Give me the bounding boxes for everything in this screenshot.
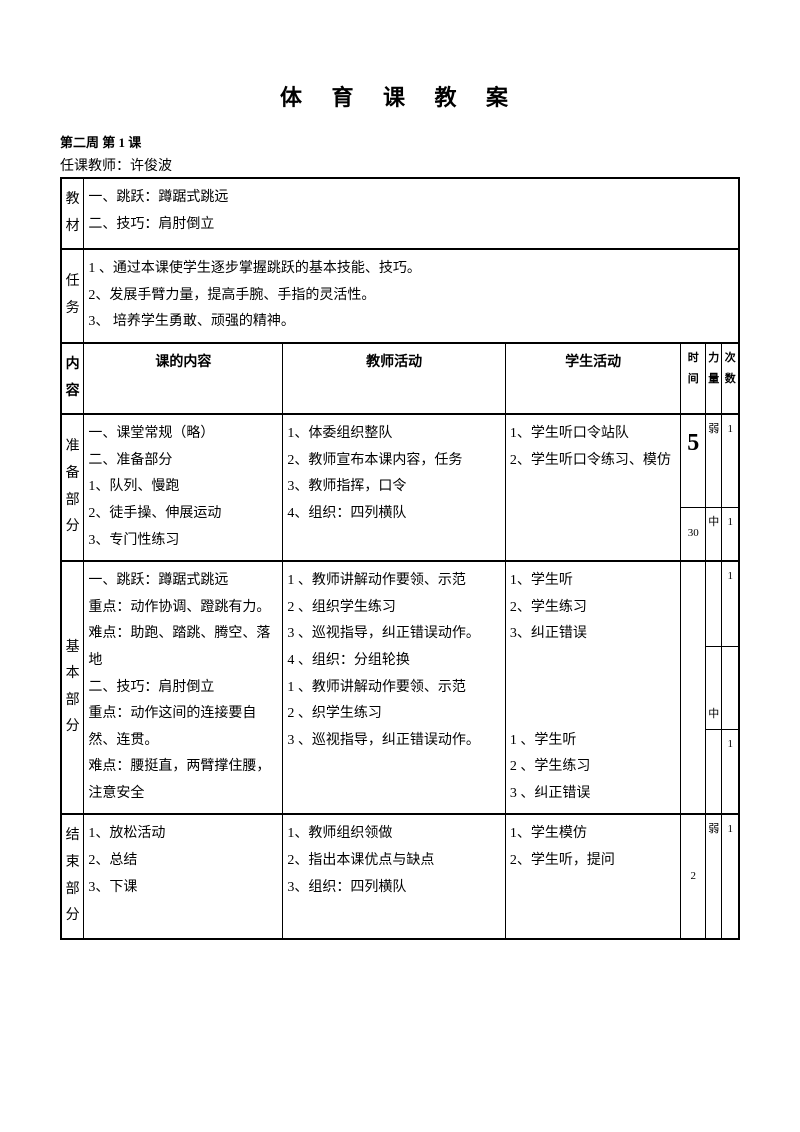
prep-strength: 弱: [706, 414, 722, 507]
material-content: 一、跳跃：蹲踞式跳远 二、技巧：肩肘倒立: [84, 178, 739, 249]
end-strength: 弱: [706, 814, 722, 938]
teacher-line: 任课教师：许俊波: [60, 155, 740, 175]
prep-label: 准备部分: [61, 414, 84, 561]
basic-student: 1、学生听 2、学生练习 3、纠正错误 1 、学生听 2 、学生练习 3 、纠正…: [505, 561, 681, 814]
material-label: 教材: [61, 178, 84, 249]
head-time: 时间: [681, 343, 706, 414]
prep-time2: 30: [681, 507, 706, 561]
prep-times2: 1: [722, 507, 739, 561]
head-times: 次数: [722, 343, 739, 414]
head-student: 学生活动: [505, 343, 681, 414]
end-time: 2: [681, 814, 706, 938]
end-label: 结束部分: [61, 814, 84, 938]
subtitle: 第二周 第 1 课: [60, 132, 740, 151]
task-label: 任务: [61, 249, 84, 343]
prep-time1: 5: [681, 414, 706, 507]
end-content: 1、放松活动 2、总结 3、下课: [84, 814, 283, 938]
prep-content: 一、课堂常规（略） 二、准备部分 1、队列、慢跑 2、徒手操、伸展运动 3、专门…: [84, 414, 283, 561]
prep-strength2: 中: [706, 507, 722, 561]
end-student: 1、学生模仿 2、学生听，提问: [505, 814, 681, 938]
head-content: 课的内容: [84, 343, 283, 414]
basic-label: 基本部分: [61, 561, 84, 814]
prep-student: 1、学生听口令站队 2、学生听口令练习、模仿: [505, 414, 681, 561]
basic-strength: 中: [706, 646, 722, 730]
head-inner: 内容: [61, 343, 84, 414]
basic-teacher: 1 、教师讲解动作要领、示范 2 、组织学生练习 3 、巡视指导，纠正错误动作。…: [283, 561, 505, 814]
end-teacher: 1、教师组织领做 2、指出本课优点与缺点 3、组织：四列横队: [283, 814, 505, 938]
basic-content: 一、跳跃：蹲踞式跳远 重点：动作协调、蹬跳有力。 难点：助跑、踏跳、腾空、落地 …: [84, 561, 283, 814]
end-times: 1: [722, 814, 739, 938]
head-teacher: 教师活动: [283, 343, 505, 414]
basic-times1: 1: [722, 561, 739, 646]
lesson-plan-table: 教材 一、跳跃：蹲踞式跳远 二、技巧：肩肘倒立 任务 1 、通过本课使学生逐步掌…: [60, 177, 740, 940]
task-content: 1 、通过本课使学生逐步掌握跳跃的基本技能、技巧。 2、发展手臂力量，提高手腕、…: [84, 249, 739, 343]
head-strength: 力量: [706, 343, 722, 414]
prep-teacher: 1、体委组织整队 2、教师宣布本课内容，任务 3、教师指挥，口令 4、组织：四列…: [283, 414, 505, 561]
basic-times2: 1: [722, 730, 739, 815]
prep-times: 1: [722, 414, 739, 507]
page-title: 体 育 课 教 案: [60, 80, 740, 112]
